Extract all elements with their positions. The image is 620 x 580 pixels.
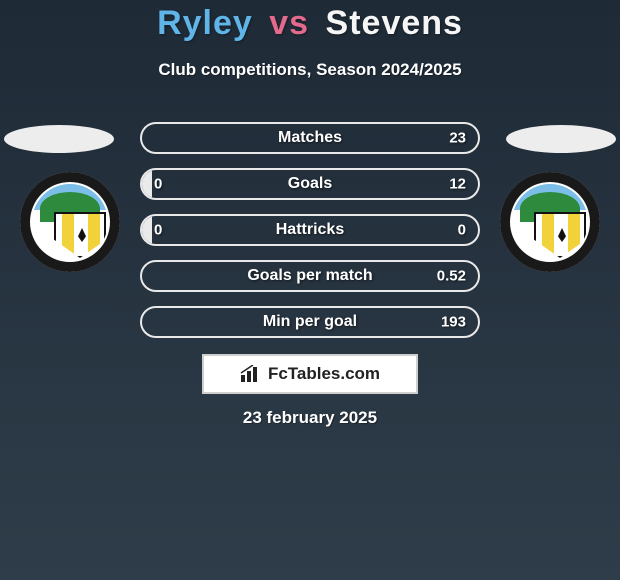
player2-name: Stevens <box>326 4 463 42</box>
stat-row: Matches 23 <box>140 122 480 154</box>
stat-row: 0 Hattricks 0 <box>140 214 480 246</box>
player1-club-crest <box>20 172 120 272</box>
player2-color-swatch <box>506 125 616 153</box>
stat-row: 0 Goals 12 <box>140 168 480 200</box>
stat-label: Min per goal <box>142 313 478 331</box>
stat-label: Goals <box>142 175 478 193</box>
comparison-card: Ryley vs Stevens Club competitions, Seas… <box>0 0 620 580</box>
stat-row: Goals per match 0.52 <box>140 260 480 292</box>
stat-right-value: 0 <box>458 222 466 239</box>
stat-label: Goals per match <box>142 267 478 285</box>
stat-right-value: 193 <box>441 314 466 331</box>
title: Ryley vs Stevens <box>0 4 620 43</box>
player2-club-crest <box>500 172 600 272</box>
subtitle: Club competitions, Season 2024/2025 <box>0 60 620 80</box>
stat-row: Min per goal 193 <box>140 306 480 338</box>
date-label: 23 february 2025 <box>0 408 620 428</box>
stats-table: Matches 23 0 Goals 12 0 Hattricks 0 Goal… <box>140 122 480 352</box>
brand-text: FcTables.com <box>268 364 380 384</box>
player1-name: Ryley <box>157 4 253 42</box>
stat-label: Hattricks <box>142 221 478 239</box>
bar-chart-icon <box>240 365 262 383</box>
stat-right-value: 23 <box>449 130 466 147</box>
stat-label: Matches <box>142 129 478 147</box>
vs-label: vs <box>269 4 309 42</box>
player1-color-swatch <box>4 125 114 153</box>
stat-right-value: 12 <box>449 176 466 193</box>
stat-right-value: 0.52 <box>437 268 466 285</box>
brand-badge: FcTables.com <box>202 354 418 394</box>
